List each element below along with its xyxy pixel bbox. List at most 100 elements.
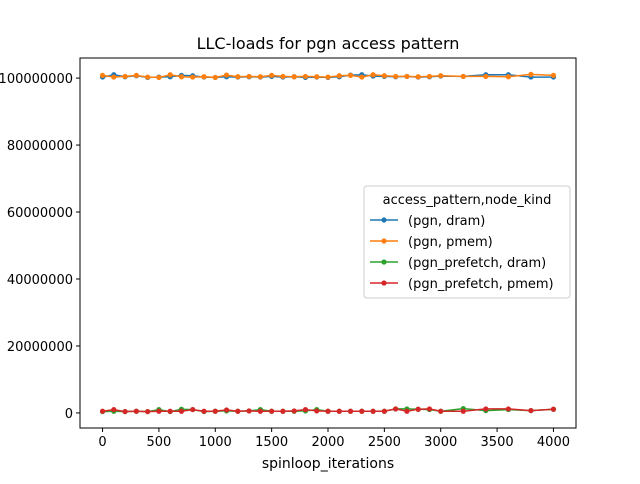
data-point: [314, 408, 320, 414]
data-point: [212, 74, 218, 81]
data-point: [404, 408, 410, 414]
data-point: [291, 74, 297, 80]
data-point: [381, 408, 387, 414]
data-point: [111, 406, 117, 413]
data-point: [212, 408, 218, 414]
data-point: [122, 73, 128, 80]
legend-marker: [381, 217, 387, 223]
data-point: [269, 408, 275, 414]
data-point: [178, 408, 185, 414]
data-point: [280, 73, 286, 80]
x-tick-label: 3500: [481, 435, 514, 450]
x-axis-label: spinloop_iterations: [262, 456, 394, 472]
x-tick-label: 1500: [255, 435, 288, 450]
x-tick-label: 2500: [368, 435, 401, 450]
plot-area: [99, 71, 557, 415]
data-point: [246, 408, 252, 414]
data-point: [438, 408, 444, 414]
data-point: [528, 407, 534, 414]
legend: access_pattern,node_kind (pgn, dram) (pgn…: [363, 185, 571, 299]
legend-title: access_pattern,node_kind: [383, 193, 552, 208]
legend-marker: [381, 280, 387, 286]
data-point: [145, 74, 151, 80]
x-tick-label: 0: [98, 435, 106, 450]
y-tick-label: 80000000: [7, 139, 73, 154]
data-point: [370, 72, 376, 78]
data-point: [550, 406, 557, 412]
data-point: [269, 72, 275, 79]
y-axis: 0 20000000 40000000 60000000 80000000 1000000…: [0, 72, 80, 422]
data-point: [257, 74, 263, 80]
legend-label: (pgn, pmem): [408, 235, 493, 250]
data-point: [291, 408, 297, 414]
x-tick-label: 1000: [199, 435, 232, 450]
data-point: [111, 74, 117, 80]
data-point: [178, 74, 185, 80]
data-point: [156, 408, 162, 414]
x-tick-label: 500: [146, 435, 171, 450]
x-tick-label: 2000: [311, 435, 344, 450]
data-point: [426, 73, 433, 80]
data-point: [235, 74, 241, 80]
legend-marker: [381, 259, 387, 265]
data-point: [505, 406, 511, 412]
data-point: [190, 406, 196, 413]
data-point: [167, 72, 173, 78]
data-point: [223, 407, 230, 413]
data-point: [483, 73, 489, 80]
data-point: [302, 406, 309, 413]
data-point: [246, 73, 252, 80]
data-point: [190, 74, 196, 80]
data-point: [99, 72, 106, 79]
data-point: [302, 73, 309, 80]
data-point: [336, 408, 342, 414]
data-point: [99, 408, 106, 414]
data-point: [167, 408, 173, 414]
data-point: [257, 408, 263, 414]
y-tick-label: 20000000: [7, 340, 73, 355]
data-point: [483, 406, 489, 412]
data-point: [223, 72, 230, 78]
data-point: [404, 73, 410, 80]
x-tick-label: 3000: [424, 435, 457, 450]
data-point: [370, 408, 376, 414]
data-point: [415, 406, 421, 412]
data-point: [550, 72, 557, 79]
data-point: [460, 73, 466, 80]
data-point: [393, 73, 399, 80]
y-tick-label: 0: [65, 407, 73, 422]
data-point: [438, 73, 444, 79]
data-point: [122, 408, 128, 415]
data-point: [325, 74, 331, 80]
data-point: [201, 408, 207, 414]
data-point: [156, 74, 162, 81]
y-tick-label: 100000000: [0, 72, 73, 87]
legend-box: [363, 185, 571, 299]
data-point: [359, 408, 365, 414]
y-tick-label: 40000000: [7, 273, 73, 288]
legend-label: (pgn, dram): [408, 214, 485, 229]
data-point: [235, 408, 241, 414]
x-axis: 0 500 1000 1500 2000 2500 3000 3500 4000: [98, 428, 570, 450]
data-point: [314, 74, 320, 80]
data-point: [393, 406, 399, 412]
data-point: [528, 71, 534, 78]
data-point: [347, 408, 354, 414]
data-point: [325, 408, 331, 414]
chart-title: LLC-loads for pgn access pattern: [197, 34, 460, 53]
data-point: [336, 73, 342, 79]
data-point: [460, 408, 466, 414]
data-point: [201, 74, 207, 80]
data-point: [280, 408, 286, 414]
y-tick-label: 60000000: [7, 206, 73, 221]
x-tick-label: 4000: [537, 435, 570, 450]
data-point: [133, 408, 139, 414]
data-point: [505, 74, 511, 80]
data-point: [145, 408, 151, 415]
legend-entries: (pgn, dram) (pgn, pmem) (pgn_prefetch, dra…: [370, 214, 554, 292]
data-point: [426, 406, 433, 412]
data-point: [347, 72, 354, 79]
data-point: [359, 74, 365, 80]
